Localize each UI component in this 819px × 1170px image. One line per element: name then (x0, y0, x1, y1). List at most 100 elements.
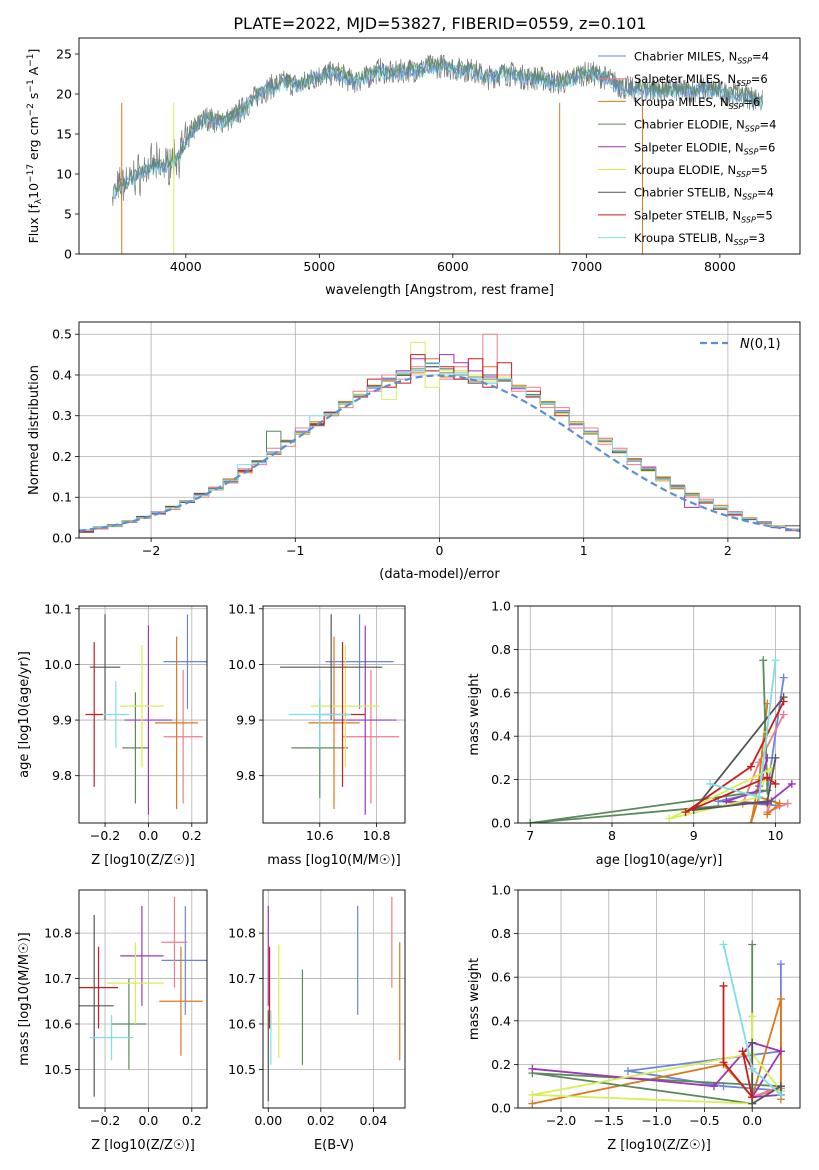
figure-title: PLATE=2022, MJD=53827, FIBERID=0559, z=0… (233, 14, 646, 33)
x-tick-label: −1.5 (594, 1113, 624, 1128)
legend-label: Chabrier STELIB, NSSP=4 (634, 186, 774, 202)
x-axis-label: Z [log10(Z/Z☉)] (91, 1138, 195, 1153)
weight-point (748, 940, 757, 949)
x-axis-label: E(B-V) (314, 1138, 354, 1153)
axes-weight-vs-Z: −2.0 −1.5 −1.0 −0.5 0.0 0.0 0.2 0.4 0.6 0.8 1.0 Z [… (467, 883, 801, 1153)
x-axis-label: Z [log10(Z/Z☉)] (91, 853, 195, 868)
y-tick-label: 1.0 (491, 883, 511, 898)
x-tick-label: −1.0 (641, 1113, 671, 1128)
y-tick-label: 0.1 (52, 490, 72, 505)
weight-point (746, 762, 755, 771)
legend-label: Salpeter ELODIE, NSSP=6 (634, 140, 775, 156)
axes-age-vs-mass: 10.6 10.8 9.8 9.9 10.0 10.1 mass [log10(M/M☉)] (228, 601, 406, 868)
weight-point (623, 1066, 632, 1075)
weight-point (776, 1047, 785, 1056)
weight-series-line (726, 757, 793, 805)
y-axis-label: mass weight (467, 958, 482, 1040)
x-tick-label: 10.8 (363, 828, 391, 843)
axes-residuals: −2 −1 0 1 2 0.0 0.1 0.2 0.3 0.4 0.5 (data-model)/er… (27, 321, 801, 582)
weight-point (528, 1099, 537, 1108)
x-axis-label: mass [log10(M/M☉)] (267, 853, 400, 868)
weight-point (748, 1012, 757, 1021)
y-tick-label: 10.5 (44, 1062, 72, 1077)
plot-area (280, 614, 400, 815)
weight-point (748, 1038, 757, 1047)
x-tick-label: 0.02 (307, 1113, 335, 1128)
x-tick-label: 10 (768, 828, 784, 843)
weight-point (528, 1064, 537, 1073)
weight-point (763, 797, 772, 806)
axes-frame (262, 889, 406, 1109)
y-tick-label: 5 (64, 207, 72, 222)
spectrum-model-line (113, 57, 763, 192)
weight-point (719, 1058, 728, 1067)
spectrum-legend: Chabrier MILES, NSSP=4 Salpeter MILES, NS… (598, 50, 776, 247)
legend-label: Chabrier MILES, NSSP=4 (634, 50, 769, 66)
x-tick-label: 0.04 (360, 1113, 388, 1128)
y-axis-label: mass [log10(M/M☉)] (17, 932, 32, 1065)
y-tick-label: 10.6 (44, 1016, 72, 1031)
legend-label: Kroupa STELIB, NSSP=3 (634, 231, 765, 247)
weight-point (738, 1047, 747, 1056)
y-tick-label: 10.7 (228, 971, 256, 986)
y-tick-label: 15 (56, 127, 72, 142)
weight-point (783, 799, 792, 808)
y-tick-label: 10.1 (228, 601, 256, 616)
y-axis-label: age [log10(age/yr)] (17, 651, 32, 778)
x-tick-label: 10.6 (306, 828, 334, 843)
legend-label: Kroupa ELODIE, NSSP=5 (634, 163, 768, 179)
weight-point (681, 808, 690, 817)
y-tick-label: 10.6 (228, 1016, 256, 1031)
y-tick-label: 10.0 (228, 657, 256, 672)
plot-area (267, 896, 401, 1102)
weight-series-line (532, 1041, 783, 1099)
x-tick-label: 8 (608, 828, 616, 843)
plot-area (79, 333, 800, 538)
weight-series-line (530, 660, 772, 823)
histogram-series (79, 362, 800, 538)
y-tick-label: 9.9 (236, 713, 256, 728)
x-tick-label: 0.2 (182, 828, 202, 843)
x-tick-label: 1 (580, 543, 588, 558)
weight-series-line (750, 703, 782, 823)
weight-point (787, 779, 796, 788)
y-tick-label: 0.2 (52, 449, 72, 464)
y-tick-label: 10.8 (44, 926, 72, 941)
y-tick-label: 9.8 (52, 768, 72, 783)
y-tick-label: 0 (64, 247, 72, 262)
legend-label: N(0,1) (740, 337, 781, 352)
axes-frame (517, 605, 801, 824)
x-tick-label: 5000 (303, 259, 335, 274)
weight-point (719, 940, 728, 949)
plot-area (79, 896, 207, 1097)
plot-area (528, 940, 785, 1108)
x-axis-label: (data-model)/error (379, 567, 500, 582)
legend-label: Chabrier ELODIE, NSSP=4 (634, 118, 776, 134)
y-axis-label: Flux [fλ10−17 erg cm−2 s−1 A−1] (26, 49, 44, 244)
y-tick-label: 0.3 (52, 408, 72, 423)
y-tick-label: 0.4 (52, 367, 72, 382)
plot-area (526, 656, 796, 823)
x-tick-label: 0.0 (138, 828, 158, 843)
y-tick-label: 9.9 (52, 713, 72, 728)
axes-frame (78, 605, 208, 824)
axes-spectrum: 4000 5000 6000 7000 8000 0 5 10 15 20 25 wavelength… (26, 37, 801, 298)
weight-point (771, 779, 780, 788)
x-tick-label: −2.0 (546, 1113, 576, 1128)
x-tick-label: 9 (690, 828, 698, 843)
y-tick-label: 0.8 (491, 642, 511, 657)
y-tick-label: 0.6 (491, 685, 511, 700)
y-tick-label: 1.0 (491, 599, 511, 614)
weight-point (528, 1090, 537, 1099)
x-tick-label: 2 (724, 543, 732, 558)
x-tick-label: 4000 (170, 259, 202, 274)
legend-label: Salpeter MILES, NSSP=6 (634, 72, 768, 88)
weight-point (748, 1093, 757, 1102)
y-tick-label: 20 (56, 87, 72, 102)
normal-curve (79, 374, 800, 532)
weight-point (779, 697, 788, 706)
y-tick-label: 0.5 (52, 327, 72, 342)
axes-frame (262, 605, 406, 824)
axes-mass-vs-Z: −0.2 0.0 0.2 10.5 10.6 10.7 10.8 Z [log10(Z/Z☉)… (17, 889, 208, 1153)
